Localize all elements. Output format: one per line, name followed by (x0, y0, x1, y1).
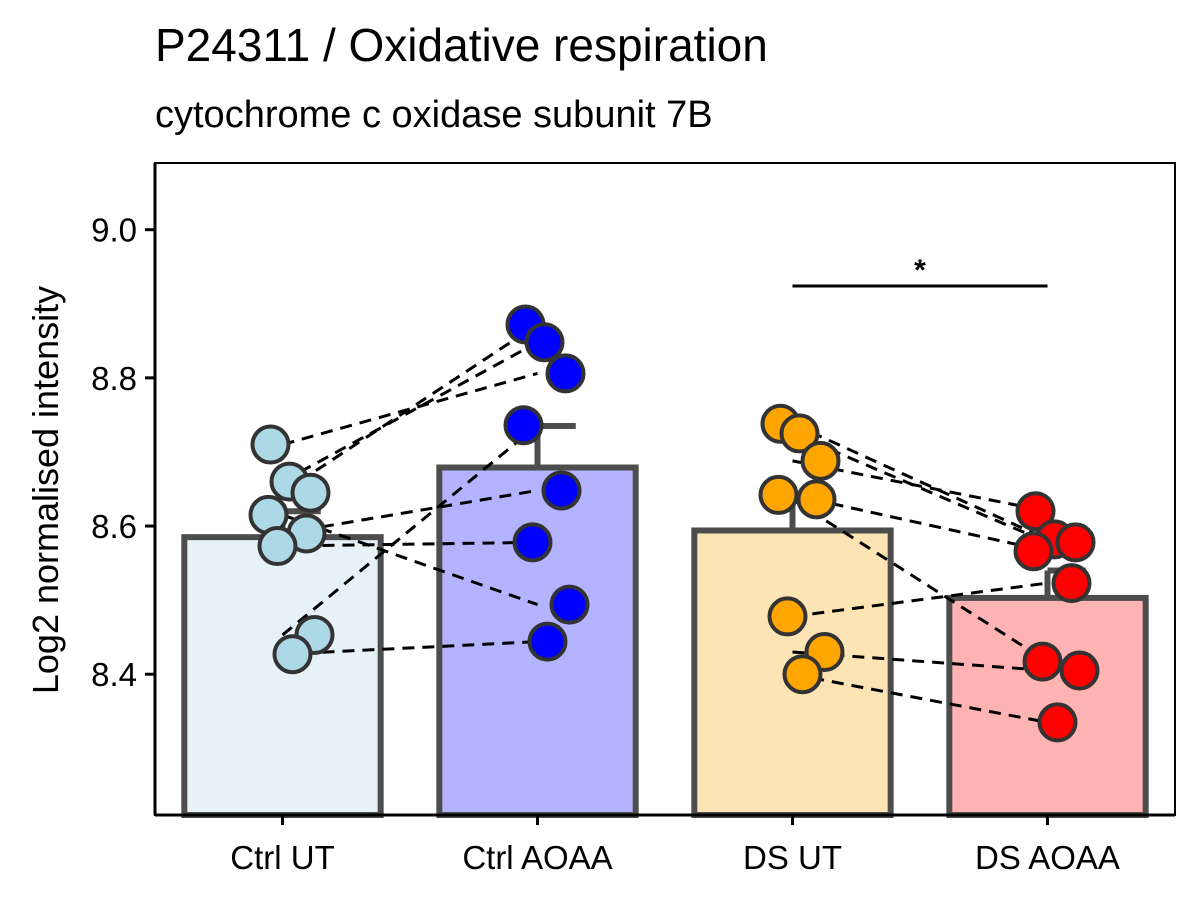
x-tick-label: DS UT (743, 839, 842, 876)
data-point (1022, 641, 1063, 682)
paired-line (281, 340, 539, 483)
y-axis-title: Log2 normalised intensity (25, 286, 66, 694)
paired-line (282, 540, 538, 548)
data-point (782, 654, 823, 695)
data-point (800, 440, 841, 481)
data-point (1015, 491, 1056, 532)
data-point (1059, 650, 1100, 691)
data-point (524, 322, 565, 363)
paired-line (792, 672, 1048, 724)
data-point (549, 584, 590, 625)
axes-layer: 8.4 8.6 8.8 9.0 Ctrl UT Ctrl AOAA DS UT DS AOAA (91, 162, 1176, 876)
data-point (1037, 702, 1078, 743)
significance-label: * (914, 254, 926, 287)
x-tick-label: Ctrl AOAA (462, 839, 612, 876)
paired-line (282, 640, 538, 656)
chart-subtitle: cytochrome c oxidase subunit 7B (155, 94, 713, 136)
data-point (272, 634, 313, 675)
paired-line (281, 424, 539, 637)
paired-line (281, 323, 539, 494)
data-point (796, 479, 837, 520)
paired-line (282, 371, 538, 446)
y-tick-label: 8.6 (91, 508, 137, 545)
data-point (527, 621, 568, 662)
paired-line (791, 422, 1049, 541)
data-point (1051, 563, 1092, 604)
data-point (1055, 522, 1096, 563)
y-tick-label: 8.4 (91, 656, 137, 693)
chart-title: P24311 / Oxidative respiration (155, 19, 768, 71)
y-tick-label: 8.8 (91, 360, 137, 397)
y-tick-label: 9.0 (91, 212, 137, 249)
points-layer (248, 304, 1100, 743)
data-point (250, 424, 291, 465)
data-point (512, 522, 553, 563)
data-point (257, 526, 298, 567)
data-point (541, 470, 582, 511)
x-tick-label: DS AOAA (975, 839, 1120, 876)
data-point (545, 353, 586, 394)
data-point (779, 413, 820, 454)
x-tick-label: Ctrl UT (230, 839, 334, 876)
data-point (758, 474, 799, 515)
paired-line (791, 498, 1049, 663)
data-point (503, 405, 544, 446)
data-point (1013, 531, 1054, 572)
data-point (290, 472, 331, 513)
data-point (767, 596, 808, 637)
paired-lines-layer (281, 323, 1049, 724)
significance-layer: * (792, 254, 1048, 288)
paired-line (792, 581, 1048, 618)
